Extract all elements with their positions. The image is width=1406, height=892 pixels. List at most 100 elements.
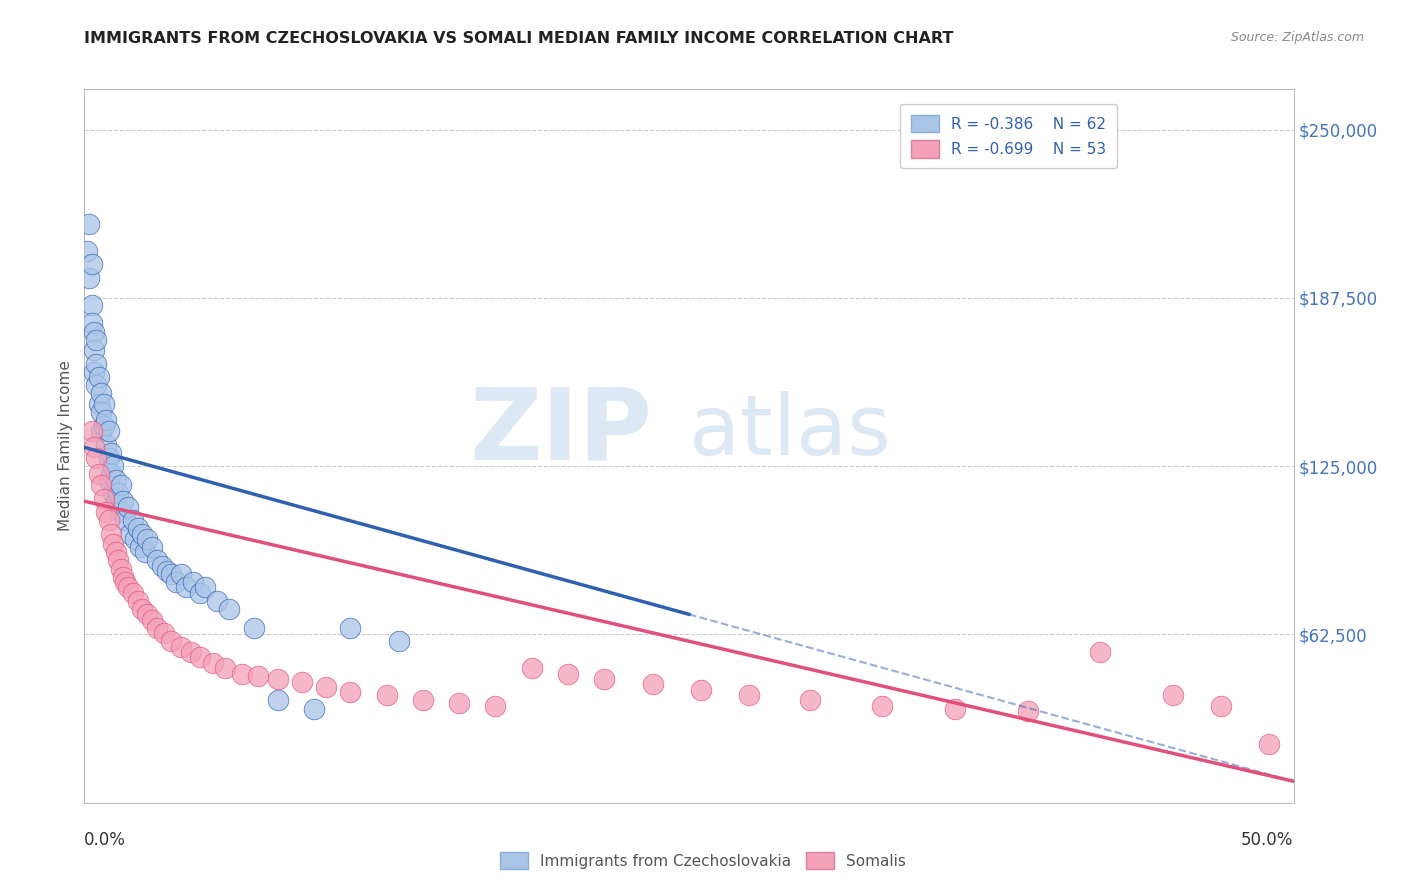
- Point: [165, 574, 187, 589]
- Point: [339, 685, 361, 699]
- Point: [375, 688, 398, 702]
- Point: [76, 244, 98, 258]
- Point: [218, 602, 240, 616]
- Point: [141, 613, 163, 627]
- Point: [231, 666, 253, 681]
- Point: [339, 621, 361, 635]
- Point: [83, 343, 105, 358]
- Point: [80, 317, 103, 331]
- Point: [97, 513, 120, 527]
- Point: [77, 217, 100, 231]
- Point: [153, 626, 176, 640]
- Point: [180, 645, 202, 659]
- Point: [97, 451, 120, 466]
- Point: [80, 257, 103, 271]
- Point: [520, 661, 543, 675]
- Point: [267, 693, 290, 707]
- Point: [388, 634, 411, 648]
- Point: [77, 270, 100, 285]
- Point: [146, 621, 169, 635]
- Point: [94, 505, 117, 519]
- Point: [114, 513, 136, 527]
- Point: [110, 505, 132, 519]
- Point: [1161, 688, 1184, 702]
- Point: [291, 674, 314, 689]
- Point: [87, 397, 110, 411]
- Point: [86, 333, 108, 347]
- Point: [190, 650, 212, 665]
- Point: [557, 666, 579, 681]
- Point: [146, 553, 169, 567]
- Point: [201, 656, 224, 670]
- Point: [104, 473, 127, 487]
- Point: [315, 680, 337, 694]
- Text: 50.0%: 50.0%: [1241, 831, 1294, 849]
- Point: [93, 491, 115, 506]
- Point: [94, 413, 117, 427]
- Point: [131, 602, 153, 616]
- Point: [103, 486, 125, 500]
- Point: [112, 494, 135, 508]
- Point: [86, 451, 108, 466]
- Point: [242, 621, 264, 635]
- Point: [83, 365, 105, 379]
- Point: [80, 298, 103, 312]
- Point: [100, 446, 122, 460]
- Text: atlas: atlas: [689, 392, 890, 472]
- Point: [127, 521, 149, 535]
- Point: [1258, 737, 1281, 751]
- Point: [593, 672, 616, 686]
- Point: [129, 540, 152, 554]
- Point: [1017, 704, 1039, 718]
- Point: [87, 467, 110, 482]
- Point: [170, 640, 193, 654]
- Point: [94, 437, 117, 451]
- Point: [103, 537, 125, 551]
- Point: [799, 693, 821, 707]
- Point: [267, 672, 290, 686]
- Point: [134, 545, 156, 559]
- Point: [181, 574, 204, 589]
- Point: [114, 574, 136, 589]
- Point: [104, 494, 127, 508]
- Point: [83, 441, 105, 455]
- Point: [87, 370, 110, 384]
- Point: [160, 566, 183, 581]
- Point: [136, 532, 159, 546]
- Point: [107, 553, 129, 567]
- Point: [127, 594, 149, 608]
- Legend: Immigrants from Czechoslovakia, Somalis: Immigrants from Czechoslovakia, Somalis: [494, 846, 912, 875]
- Point: [103, 459, 125, 474]
- Point: [100, 467, 122, 482]
- Point: [155, 564, 177, 578]
- Point: [1209, 698, 1232, 713]
- Point: [170, 566, 193, 581]
- Point: [302, 701, 325, 715]
- Point: [90, 478, 112, 492]
- Text: IMMIGRANTS FROM CZECHOSLOVAKIA VS SOMALI MEDIAN FAMILY INCOME CORRELATION CHART: IMMIGRANTS FROM CZECHOSLOVAKIA VS SOMALI…: [84, 31, 953, 46]
- Point: [90, 386, 112, 401]
- Point: [190, 586, 212, 600]
- Y-axis label: Median Family Income: Median Family Income: [58, 360, 73, 532]
- Point: [86, 378, 108, 392]
- Point: [943, 701, 966, 715]
- Point: [112, 569, 135, 583]
- Point: [90, 424, 112, 438]
- Point: [120, 526, 142, 541]
- Point: [412, 693, 434, 707]
- Point: [214, 661, 236, 675]
- Point: [93, 418, 115, 433]
- Legend: R = -0.386    N = 62, R = -0.699    N = 53: R = -0.386 N = 62, R = -0.699 N = 53: [900, 104, 1116, 169]
- Point: [80, 424, 103, 438]
- Point: [124, 532, 146, 546]
- Point: [83, 325, 105, 339]
- Point: [121, 586, 143, 600]
- Point: [141, 540, 163, 554]
- Point: [107, 486, 129, 500]
- Point: [1088, 645, 1111, 659]
- Point: [150, 558, 173, 573]
- Point: [110, 561, 132, 575]
- Text: ZIP: ZIP: [470, 384, 652, 480]
- Point: [207, 594, 229, 608]
- Point: [738, 688, 761, 702]
